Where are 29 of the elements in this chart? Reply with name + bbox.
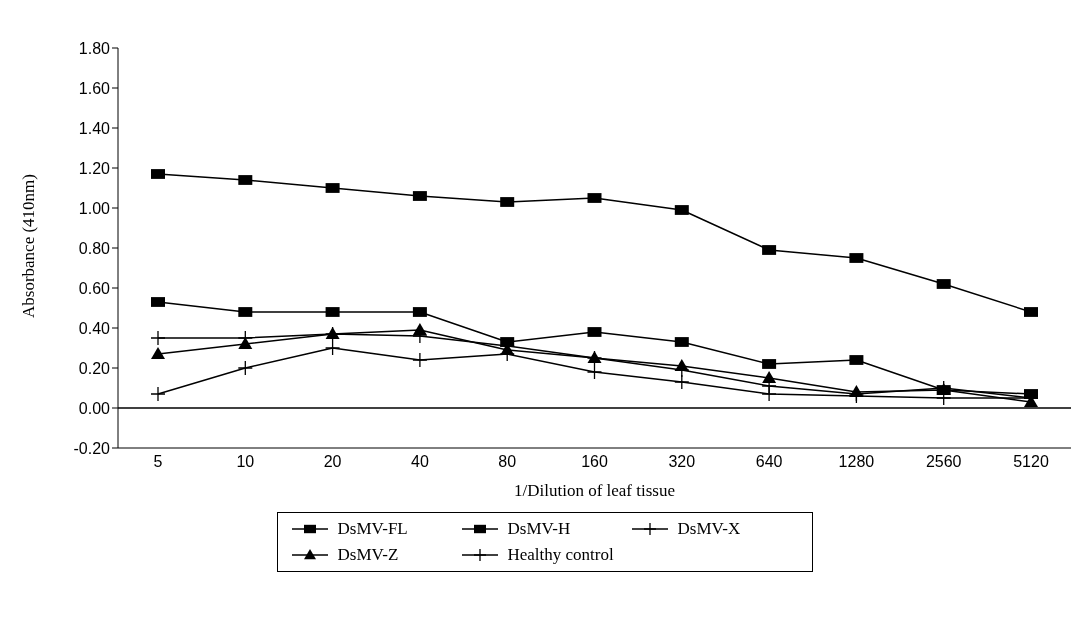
y-tick-label: 0.60 (78, 279, 111, 297)
y-tick-label: 0.40 (78, 319, 111, 337)
y-tick-label: 1.20 (78, 159, 111, 177)
y-tick-label: 1.00 (78, 199, 111, 217)
legend-label: DsMV-Z (337, 545, 399, 565)
x-tick-label: 320 (668, 453, 696, 471)
legend-label: Healthy control (507, 545, 614, 565)
x-tick-label: 2560 (925, 453, 962, 471)
y-tick-label: 0.80 (78, 239, 111, 257)
legend-label: DsMV-X (677, 519, 741, 539)
y-tick-label: 0.00 (78, 399, 111, 417)
x-tick-label: 80 (498, 453, 517, 471)
x-tick-label: 5 (153, 453, 163, 471)
x-tick-label: 160 (581, 453, 608, 471)
y-axis-title: Absorbance (410nm) (19, 174, 39, 318)
x-tick-label: 20 (323, 453, 342, 471)
x-tick-label: 1280 (838, 453, 875, 471)
y-tick-label: 1.80 (78, 39, 111, 57)
y-tick-label: 1.40 (78, 119, 111, 137)
y-tick-label: -0.20 (73, 439, 111, 457)
x-axis-title: 1/Dilution of leaf tissue (513, 481, 676, 500)
legend-label: DsMV-FL (337, 519, 408, 539)
y-tick-label: 0.20 (78, 359, 111, 377)
x-tick-label: 640 (755, 453, 783, 471)
x-tick-label: 10 (236, 453, 255, 471)
legend-label: DsMV-H (507, 519, 571, 539)
y-tick-label: 1.60 (78, 79, 111, 97)
x-tick-label: 40 (411, 453, 429, 471)
x-tick-label: 5120 (1013, 453, 1049, 471)
